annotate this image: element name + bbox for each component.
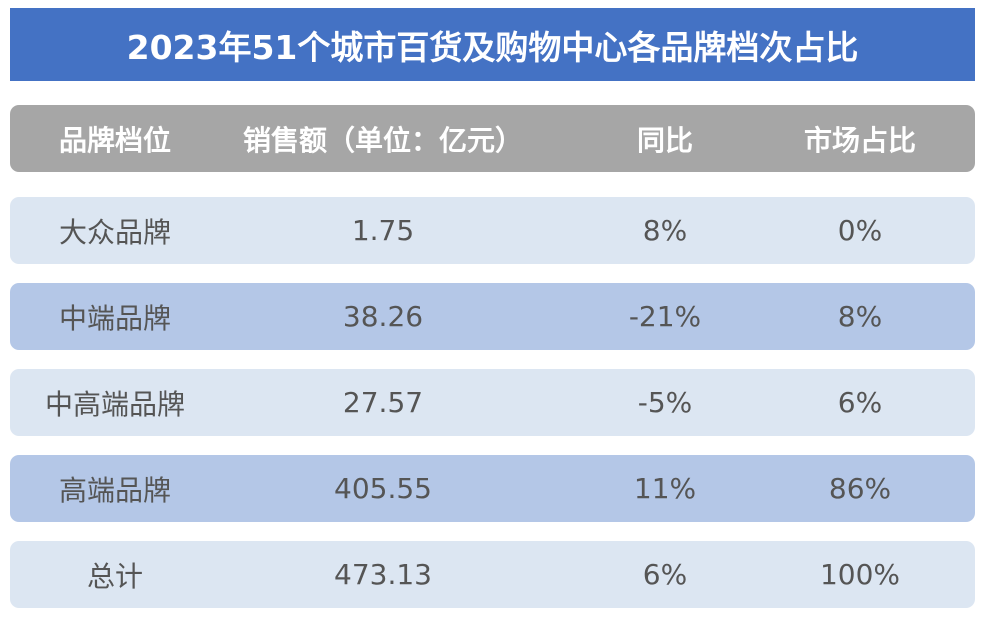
table-cell: -5% — [637, 386, 693, 419]
table-cell: 405.55 — [334, 472, 432, 505]
header-cell: 同比 — [636, 123, 694, 157]
table-cell: 473.13 — [334, 558, 432, 591]
header-cell: 销售额（单位：亿元） — [242, 123, 524, 157]
table-cell: 86% — [828, 472, 892, 505]
table-row: 中高端品牌 27.57 -5% 6% — [10, 369, 975, 436]
table-cell: 总计 — [86, 559, 144, 593]
table-cell: 0% — [837, 214, 883, 247]
table-cell: 27.57 — [342, 386, 424, 419]
table-cell: 38.26 — [342, 300, 424, 333]
table-cell: -21% — [628, 300, 702, 333]
table-title: 2023年51个城市百货及购物中心各品牌档次占比 — [10, 8, 975, 81]
table-cell: 1.75 — [351, 214, 415, 247]
table-row: 总计 473.13 6% 100% — [10, 541, 975, 608]
table-cell: 6% — [642, 558, 688, 591]
table-cell: 大众品牌 — [58, 215, 172, 249]
table-cell: 中端品牌 — [58, 301, 172, 335]
header-row: 品牌档位 销售额（单位：亿元） 同比 市场占比 — [10, 105, 975, 172]
table-cell: 高端品牌 — [58, 473, 172, 507]
table-cell: 8% — [837, 300, 883, 333]
table-row: 高端品牌 405.55 11% 86% — [10, 455, 975, 522]
table-cell: 8% — [642, 214, 688, 247]
table-cell: 中高端品牌 — [44, 387, 186, 421]
header-cell: 品牌档位 — [58, 123, 172, 157]
table-row: 大众品牌 1.75 8% 0% — [10, 197, 975, 264]
table-cell: 11% — [633, 472, 697, 505]
table-cell: 100% — [819, 558, 901, 591]
table-row: 中端品牌 38.26 -21% 8% — [10, 283, 975, 350]
header-cell: 市场占比 — [803, 123, 917, 157]
table-cell: 6% — [837, 386, 883, 419]
